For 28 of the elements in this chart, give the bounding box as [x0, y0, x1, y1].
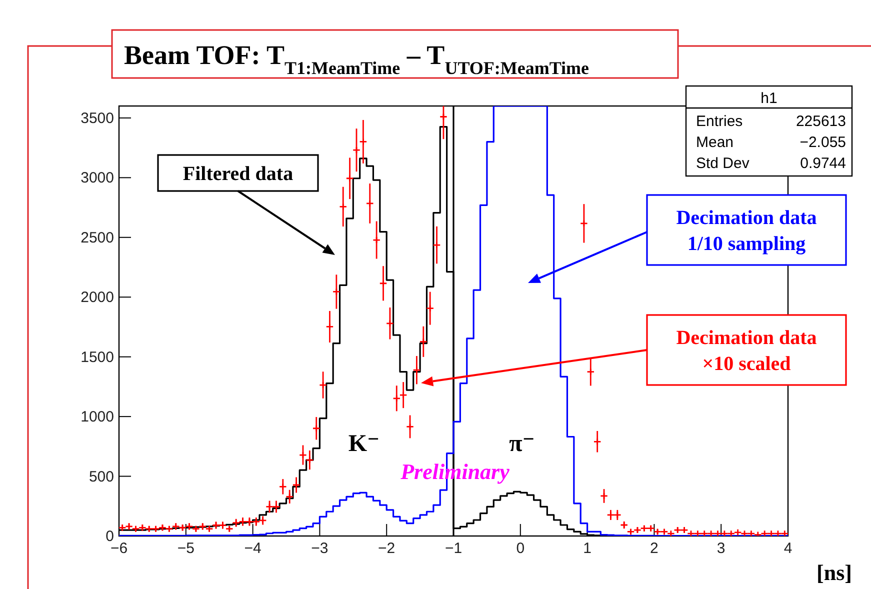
x-axis-title: [ns] [816, 560, 852, 585]
chart-title: Beam TOF: T$_{T1:MeamTime}$ – T$_{UTOF:MeamTime}$ [124, 40, 590, 78]
y-tick-label: 3000 [80, 170, 114, 187]
x-tick-label: 0 [516, 540, 525, 557]
text: Filtered data [182, 163, 294, 185]
annotation: K⁻ [348, 431, 380, 457]
y-tick-label: 1000 [80, 408, 114, 426]
text: Std Dev 0.9744 [696, 155, 846, 172]
text: Entries 225613 [696, 113, 846, 130]
x-tick-label: −3 [311, 540, 328, 557]
x-tick-label: −1 [444, 540, 462, 557]
text: Decimation data ×10 scaled [676, 327, 817, 375]
y-tick-label: 3500 [80, 110, 114, 127]
x-tick-label: 1 [583, 540, 592, 557]
text: Decimation data 1/10 sampling [676, 207, 817, 255]
y-tick-label: 500 [88, 468, 114, 486]
x-tick-label: −4 [244, 540, 262, 557]
x-tick-label: 3 [716, 540, 726, 557]
x-tick-label: 4 [784, 540, 792, 557]
y-tick-label: 2000 [80, 289, 114, 306]
annotation: h1 [760, 90, 778, 107]
x-tick-label: 2 [650, 540, 658, 557]
x-tick-label: −5 [177, 540, 194, 557]
annotation: π⁻ [509, 431, 535, 457]
x-tick-label: −2 [378, 540, 396, 557]
y-tick-label: 2500 [80, 229, 114, 246]
y-tick-label: 1500 [80, 348, 114, 366]
text: Mean −2.055 [696, 134, 846, 151]
